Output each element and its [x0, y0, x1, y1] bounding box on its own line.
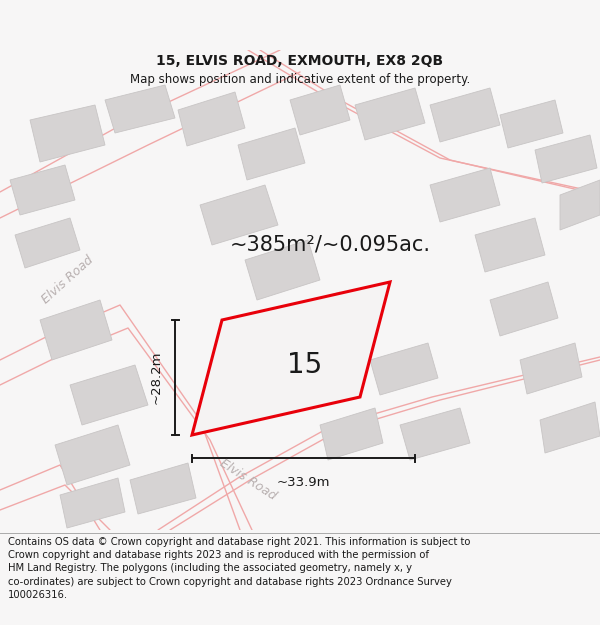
Text: ~385m²/~0.095ac.: ~385m²/~0.095ac.	[229, 235, 431, 255]
Text: Contains OS data © Crown copyright and database right 2021. This information is : Contains OS data © Crown copyright and d…	[8, 537, 470, 600]
Polygon shape	[200, 185, 278, 245]
Text: Elvis Road: Elvis Road	[217, 457, 278, 503]
Polygon shape	[105, 85, 175, 133]
Polygon shape	[70, 365, 148, 425]
Polygon shape	[400, 408, 470, 460]
Polygon shape	[245, 240, 320, 300]
Polygon shape	[10, 165, 75, 215]
Text: 15, ELVIS ROAD, EXMOUTH, EX8 2QB: 15, ELVIS ROAD, EXMOUTH, EX8 2QB	[157, 54, 443, 68]
Polygon shape	[490, 282, 558, 336]
Polygon shape	[130, 463, 196, 514]
Polygon shape	[560, 180, 600, 230]
Polygon shape	[15, 218, 80, 268]
Polygon shape	[238, 128, 305, 180]
Polygon shape	[60, 478, 125, 528]
Polygon shape	[192, 282, 390, 435]
Polygon shape	[320, 408, 383, 460]
Text: Map shows position and indicative extent of the property.: Map shows position and indicative extent…	[130, 74, 470, 86]
Polygon shape	[40, 300, 112, 360]
Text: ~33.9m: ~33.9m	[277, 476, 330, 489]
Polygon shape	[178, 92, 245, 146]
Polygon shape	[535, 135, 597, 183]
Polygon shape	[520, 343, 582, 394]
Text: ~28.2m: ~28.2m	[150, 351, 163, 404]
Text: 15: 15	[287, 351, 323, 379]
Polygon shape	[280, 292, 350, 346]
Polygon shape	[430, 88, 500, 142]
Polygon shape	[30, 105, 105, 162]
Polygon shape	[355, 88, 425, 140]
Polygon shape	[430, 168, 500, 222]
Polygon shape	[500, 100, 563, 148]
Polygon shape	[290, 85, 350, 135]
Polygon shape	[475, 218, 545, 272]
Polygon shape	[370, 343, 438, 395]
Polygon shape	[540, 402, 600, 453]
Polygon shape	[55, 425, 130, 485]
Text: Elvis Road: Elvis Road	[40, 254, 97, 306]
